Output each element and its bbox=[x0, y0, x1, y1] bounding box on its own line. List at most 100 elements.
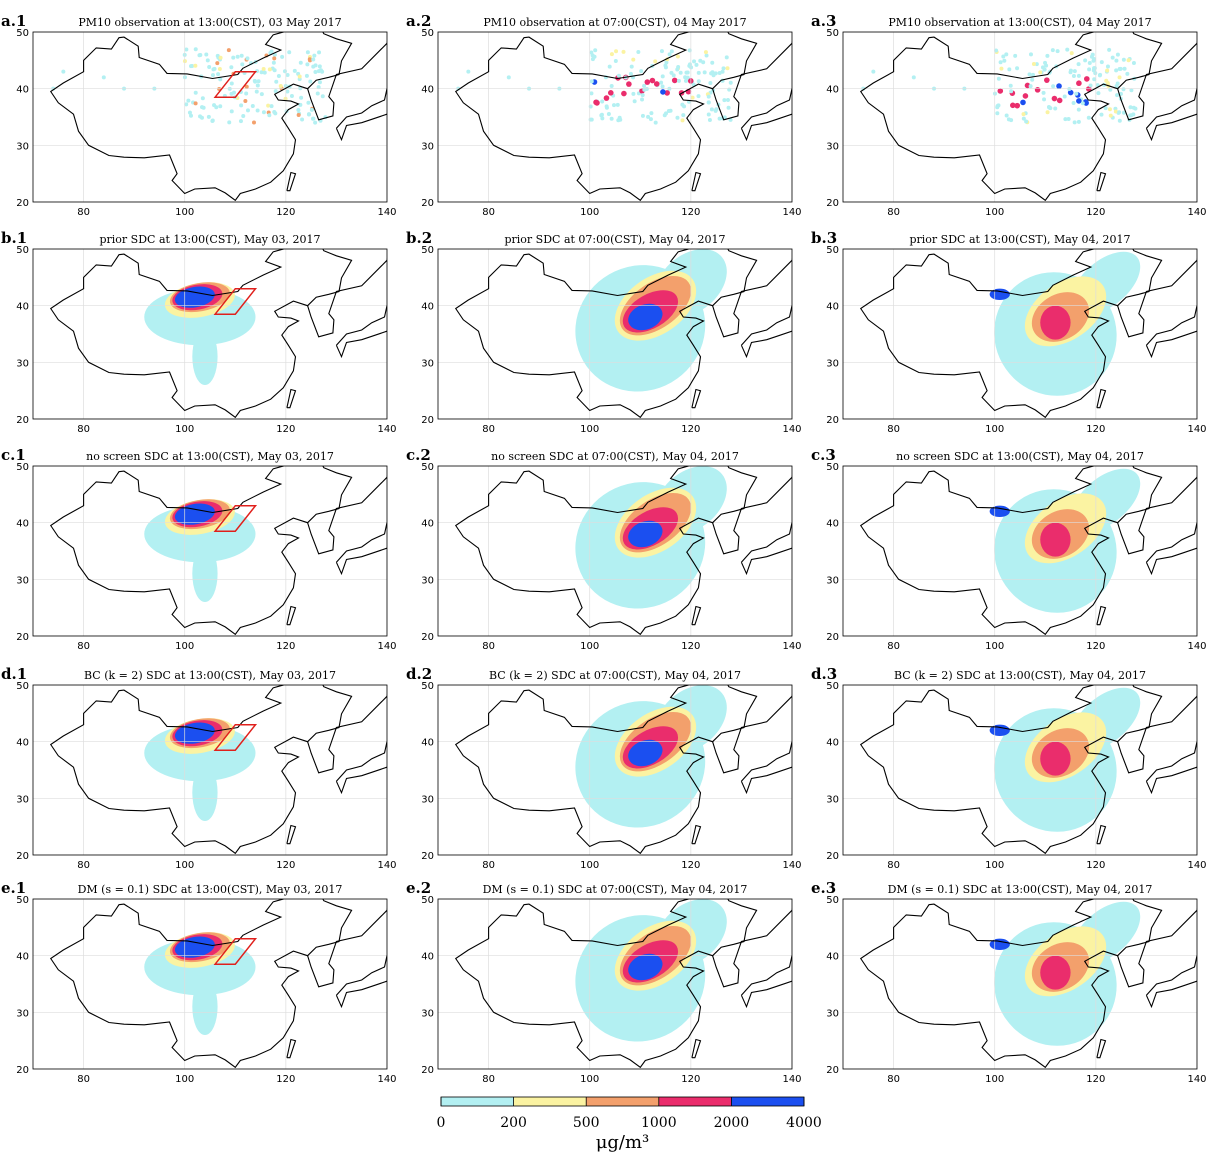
obs-dot bbox=[704, 53, 709, 58]
plot-area bbox=[843, 32, 1197, 202]
colorbar-segment bbox=[441, 1097, 514, 1106]
y-tick-label: 40 bbox=[826, 85, 839, 96]
x-tick-label: 80 bbox=[887, 424, 900, 435]
obs-dot bbox=[646, 114, 651, 119]
x-tick-label: 80 bbox=[887, 1074, 900, 1085]
coastline bbox=[740, 954, 792, 1009]
plot-area bbox=[843, 249, 1197, 419]
frame bbox=[437, 31, 793, 203]
obs-dot bbox=[199, 115, 204, 120]
frame bbox=[32, 248, 388, 420]
y-tick-label: 30 bbox=[826, 1008, 839, 1019]
x-tick-label: 120 bbox=[276, 860, 295, 871]
obs-dot bbox=[298, 60, 303, 65]
x-tick-label: 100 bbox=[580, 641, 599, 652]
obs-dot bbox=[1092, 77, 1097, 82]
map-panel: 80 100 120 140 20 30 40 50 prior SDC at 13:00(CS… bbox=[811, 229, 1207, 435]
obs-dot bbox=[308, 79, 313, 84]
obs-dot bbox=[61, 69, 66, 74]
obs-dot bbox=[254, 89, 259, 94]
colorbar-segment bbox=[586, 1097, 659, 1106]
map-panel: 80 100 120 140 20 30 40 50 BC (k = 2) SDC at 13:… bbox=[1, 665, 397, 871]
plot-area bbox=[843, 685, 1197, 855]
coastline bbox=[1096, 171, 1107, 192]
plot-area bbox=[438, 466, 818, 636]
y-tick-label: 40 bbox=[16, 738, 29, 749]
coastline bbox=[286, 1038, 297, 1059]
obs-dot bbox=[262, 70, 267, 75]
obs-dot bbox=[995, 111, 1000, 116]
colorbar-segment bbox=[513, 1097, 587, 1106]
obs-dot bbox=[1097, 73, 1102, 78]
coastline bbox=[395, 925, 413, 944]
obs-dot bbox=[307, 58, 312, 63]
study-region bbox=[213, 287, 258, 315]
dust-field bbox=[1040, 741, 1071, 776]
obs-dot bbox=[728, 117, 733, 122]
obs-dot bbox=[200, 105, 205, 110]
obs-dot bbox=[680, 102, 685, 107]
obs-dot bbox=[1034, 62, 1039, 67]
y-tick-label: 20 bbox=[16, 851, 29, 862]
y-tick-label: 30 bbox=[16, 794, 29, 805]
x-tick-label: 140 bbox=[1187, 860, 1206, 871]
coastline bbox=[307, 257, 387, 338]
x-tick-label: 100 bbox=[580, 1074, 599, 1085]
obs-dot bbox=[621, 90, 627, 97]
x-tick-label: 140 bbox=[377, 424, 396, 435]
y-tick-label: 40 bbox=[826, 738, 839, 749]
obs-dot bbox=[1041, 90, 1046, 95]
frame bbox=[842, 898, 1198, 1070]
obs-dot bbox=[287, 50, 292, 55]
y-tick-label: 50 bbox=[826, 28, 839, 39]
obs-dot bbox=[243, 98, 248, 103]
obs-dot bbox=[1099, 112, 1104, 117]
obs-dot bbox=[721, 66, 726, 71]
coastline bbox=[335, 87, 387, 142]
coastline bbox=[286, 824, 297, 845]
obs-dot bbox=[618, 117, 623, 122]
obs-dot bbox=[1128, 105, 1133, 110]
obs-dot bbox=[269, 104, 274, 109]
obs-dot bbox=[210, 118, 215, 123]
plot-area bbox=[33, 466, 387, 636]
obs-dot bbox=[1121, 57, 1126, 62]
y-tick-label: 30 bbox=[826, 358, 839, 369]
obs-dot bbox=[871, 69, 876, 74]
colorbar-tick-label: 500 bbox=[573, 1115, 600, 1131]
plot-area bbox=[438, 899, 792, 1069]
dust-field bbox=[628, 520, 663, 548]
obs-dot bbox=[1131, 60, 1136, 65]
x-tick-label: 80 bbox=[887, 860, 900, 871]
obs-dot bbox=[315, 91, 320, 96]
obs-dot bbox=[717, 116, 722, 121]
obs-dot bbox=[683, 75, 688, 80]
obs-dot bbox=[639, 69, 644, 74]
obs-dot bbox=[272, 56, 277, 61]
coastline bbox=[712, 40, 792, 121]
y-tick-label: 40 bbox=[826, 302, 839, 313]
obs-dot bbox=[1115, 93, 1120, 98]
x-tick-label: 80 bbox=[887, 641, 900, 652]
obs-dot bbox=[241, 113, 246, 118]
obs-dot bbox=[631, 91, 636, 96]
obs-dot bbox=[1024, 119, 1029, 124]
frame bbox=[32, 684, 388, 856]
obs-dot bbox=[285, 89, 290, 94]
obs-dot bbox=[1014, 102, 1021, 109]
coastline bbox=[335, 954, 387, 1009]
obs-dot bbox=[607, 90, 614, 96]
x-tick-label: 120 bbox=[681, 860, 700, 871]
coastline bbox=[800, 492, 818, 511]
coastline bbox=[1145, 740, 1197, 795]
x-tick-label: 120 bbox=[1086, 424, 1105, 435]
y-tick-label: 30 bbox=[826, 141, 839, 152]
x-tick-label: 100 bbox=[175, 207, 194, 218]
plot-area bbox=[843, 899, 1197, 1069]
obs-dot bbox=[1076, 73, 1081, 78]
obs-dot bbox=[305, 62, 310, 67]
obs-dot bbox=[1091, 68, 1096, 73]
coastline bbox=[335, 740, 387, 795]
obs-dot bbox=[1022, 93, 1029, 99]
panel-label: d.2 bbox=[406, 665, 432, 683]
